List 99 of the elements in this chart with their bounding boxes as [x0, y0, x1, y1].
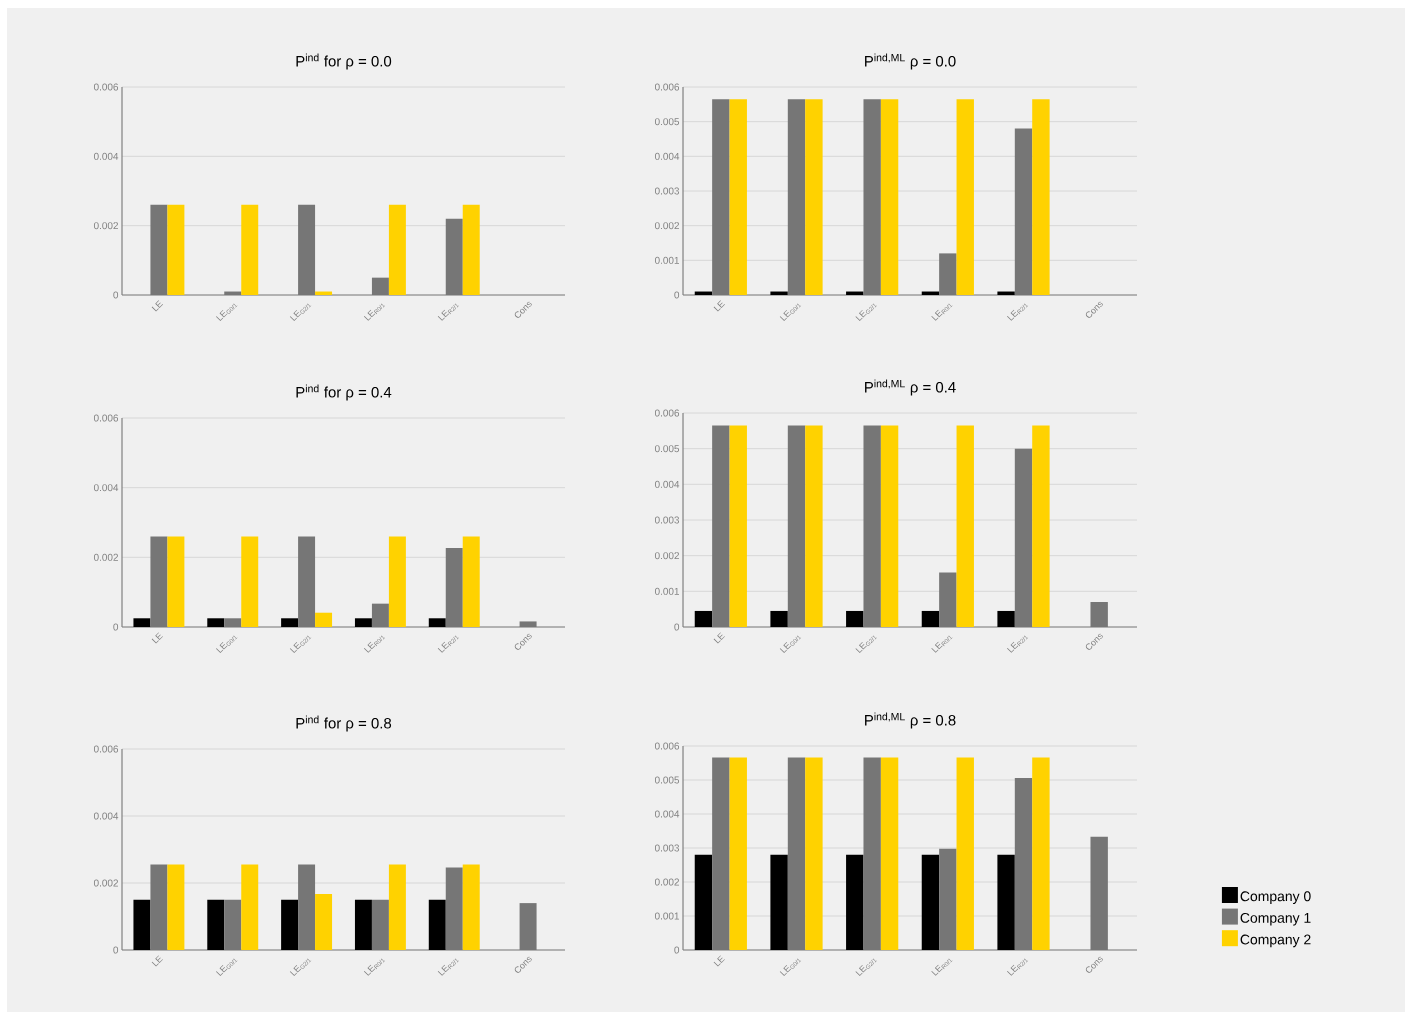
bar — [388, 864, 406, 950]
bar — [167, 536, 185, 627]
y-tick-label: 0.005 — [654, 118, 680, 126]
bar — [956, 99, 974, 295]
x-tick-label: LE — [151, 955, 163, 967]
bar — [956, 757, 974, 950]
y-tick-label: 0 — [113, 291, 119, 299]
legend-label: Company 0 — [1240, 891, 1311, 904]
y-tick-label: 0 — [674, 946, 680, 954]
bar — [462, 536, 480, 627]
bar — [997, 610, 1015, 627]
y-tick-label: 0.001 — [654, 912, 680, 920]
bar — [805, 757, 823, 950]
bar — [207, 899, 225, 950]
y-tick-label: 0.004 — [654, 480, 680, 488]
bar — [462, 204, 480, 295]
bar — [880, 757, 899, 950]
bar — [241, 204, 259, 295]
bar — [770, 291, 788, 295]
y-tick-label: 0.005 — [654, 776, 680, 784]
y-tick-label: 0.006 — [654, 742, 680, 750]
bar — [729, 99, 747, 295]
y-tick-label: 0.004 — [93, 484, 119, 492]
bar — [167, 204, 185, 295]
y-tick-label: 0.002 — [654, 878, 679, 886]
bar — [921, 610, 940, 627]
bar — [729, 757, 747, 950]
bar — [880, 99, 899, 295]
bar — [921, 854, 940, 950]
y-tick-label: 0.003 — [654, 187, 680, 195]
bar — [694, 854, 713, 950]
y-tick-label: 0.006 — [93, 414, 119, 422]
bar — [729, 425, 747, 627]
y-tick-label: 0.003 — [654, 516, 680, 524]
x-tick-label: LE — [713, 632, 725, 644]
chart-title: P$^{ind,ML}$ ρ = 0.8 — [865, 712, 956, 729]
chart-title: P$^{ind,ML}$ ρ = 0.4 — [865, 379, 956, 396]
y-tick-label: 0.006 — [93, 745, 119, 753]
bar — [1032, 757, 1050, 950]
bar — [997, 854, 1015, 950]
bar — [694, 610, 713, 627]
bar — [428, 899, 446, 950]
y-tick-label: 0.006 — [654, 83, 680, 91]
y-tick-label: 0.004 — [654, 810, 680, 818]
bar — [133, 899, 151, 950]
y-tick-label: 0.005 — [654, 445, 680, 453]
y-tick-label: 0.003 — [654, 844, 680, 852]
bar — [388, 536, 406, 627]
y-tick-label: 0.001 — [654, 587, 680, 595]
bar — [315, 612, 333, 627]
bar — [997, 291, 1015, 295]
y-tick-label: 0.002 — [654, 222, 679, 230]
y-tick-label: 0 — [674, 291, 680, 299]
legend-label: Company 2 — [1240, 934, 1311, 948]
y-tick-label: 0 — [113, 946, 119, 954]
y-tick-label: 0.002 — [93, 222, 118, 230]
bar — [880, 425, 899, 627]
bar — [315, 894, 333, 950]
y-tick-label: 0 — [113, 623, 119, 631]
x-tick-label: LE — [151, 300, 163, 312]
y-tick-label: 0.006 — [654, 409, 680, 417]
bar — [770, 610, 788, 627]
x-tick-label: LE — [713, 300, 725, 312]
bar — [281, 618, 299, 627]
bar — [462, 864, 480, 950]
bar — [1032, 425, 1050, 627]
y-tick-label: 0.006 — [93, 83, 119, 91]
bar — [846, 610, 864, 627]
bar — [207, 618, 225, 627]
y-tick-label: 0.001 — [654, 256, 680, 264]
y-tick-label: 0.004 — [93, 152, 119, 160]
bar — [354, 899, 372, 950]
bar — [354, 618, 372, 627]
bar — [241, 536, 259, 627]
chart-title: P$^{ind}$ for ρ = 0.4 — [296, 384, 392, 401]
bar — [805, 99, 823, 295]
bar — [167, 864, 185, 950]
x-tick-label: LE — [713, 955, 725, 967]
bar — [388, 204, 406, 295]
bar — [846, 854, 864, 950]
y-tick-label: 0.002 — [93, 879, 118, 887]
chart-title: P$^{ind}$ for ρ = 0.0 — [296, 53, 392, 70]
legend-label: Company 1 — [1240, 912, 1311, 926]
bar — [770, 854, 788, 950]
y-tick-label: 0.002 — [654, 552, 679, 560]
chart-title: P$^{ind}$ for ρ = 0.8 — [296, 715, 392, 732]
bar — [241, 864, 259, 950]
x-tick-label: LE — [151, 632, 163, 644]
y-tick-label: 0.004 — [654, 152, 680, 160]
chart-title: P$^{ind,ML}$ ρ = 0.0 — [865, 53, 956, 70]
y-tick-label: 0.002 — [93, 553, 118, 561]
bar — [133, 618, 151, 627]
bar — [1032, 99, 1050, 295]
y-tick-label: 0 — [674, 623, 680, 631]
bar — [428, 618, 446, 627]
bar — [956, 425, 974, 627]
bar — [281, 899, 299, 950]
bar — [805, 425, 823, 627]
y-tick-label: 0.004 — [93, 812, 119, 820]
